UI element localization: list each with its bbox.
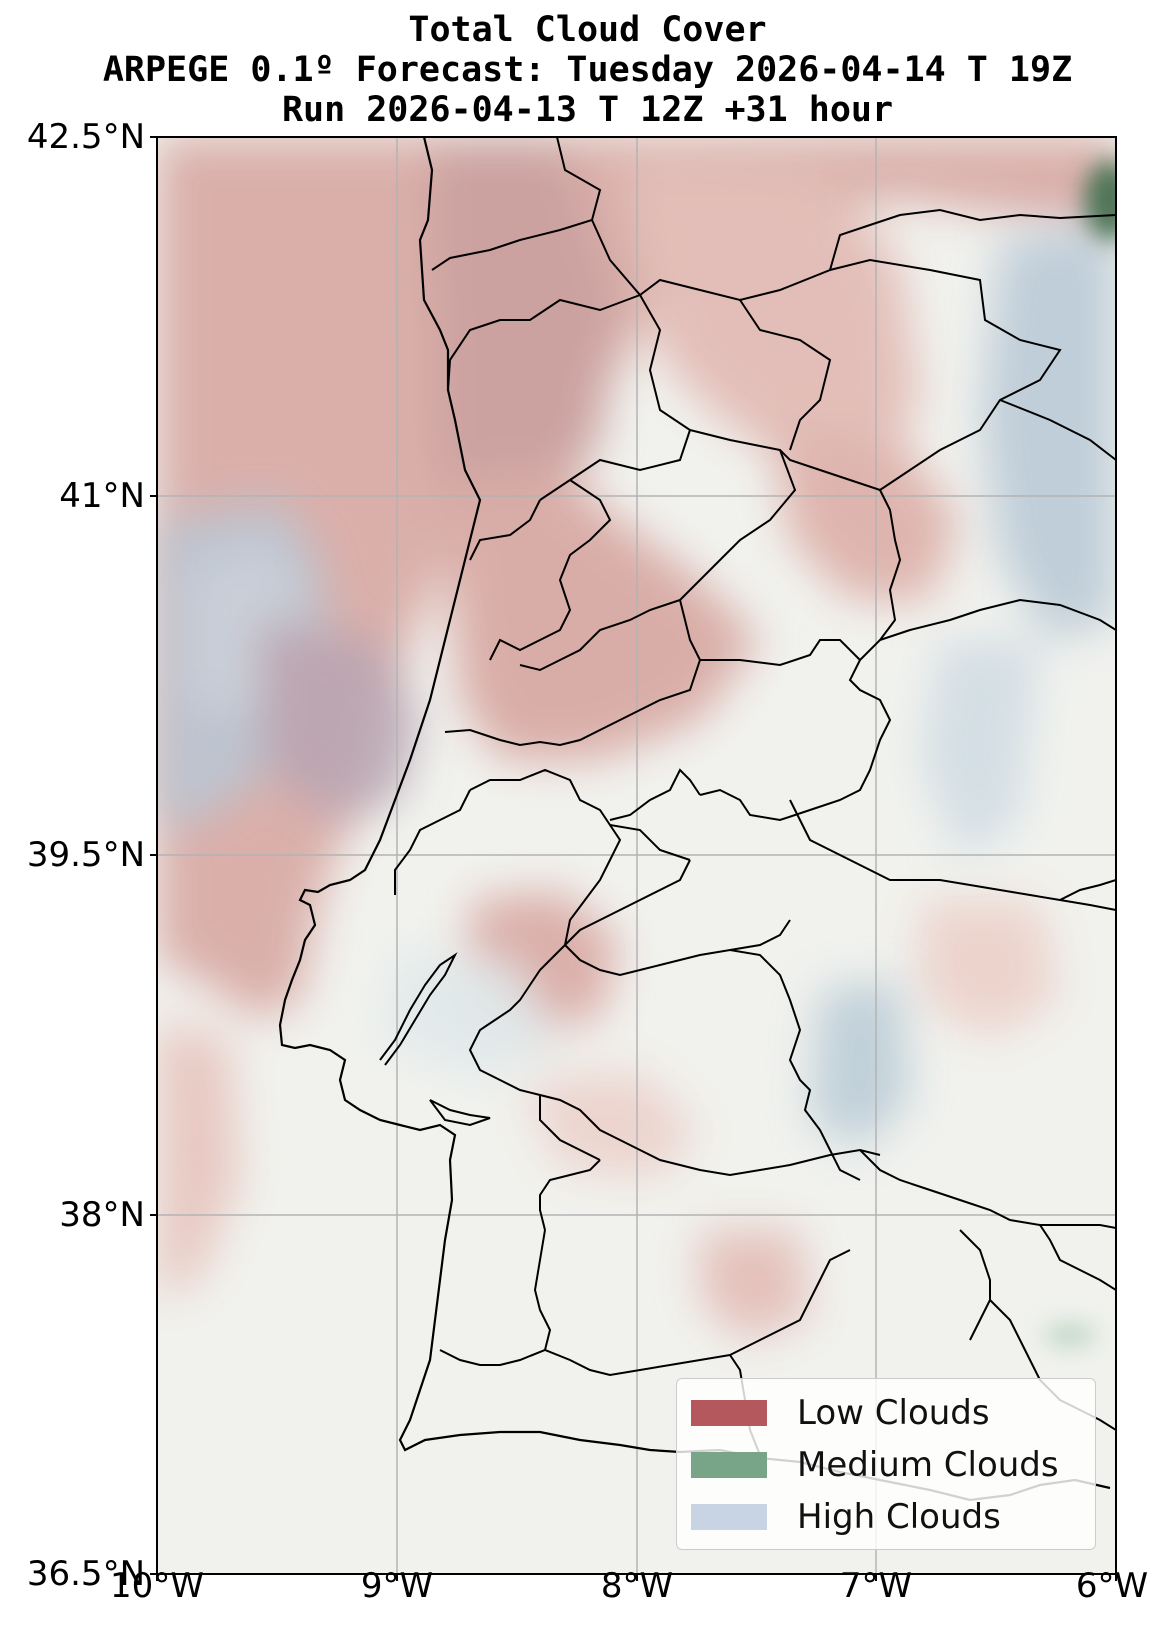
chart-subtitle-run: Run 2026-04-13 T 12Z +31 hour [281,90,894,130]
lat-tick-label: 38°N [59,1195,145,1235]
medium-cloud-field [1044,160,1116,1345]
sado-estuary [429,1099,491,1127]
grid-lines [157,137,1116,1574]
coastline [278,137,1111,1502]
legend-item-high-clouds: High Clouds [691,1497,1001,1537]
lat-tick-label: 41°N [59,476,145,516]
legend-label: Medium Clouds [797,1445,1059,1485]
lon-tick-label: 9°W [360,1566,434,1606]
legend-swatch [691,1400,767,1426]
lon-tick-label: 6°W [1075,1566,1149,1606]
lat-tick-label: 39.5°N [26,835,145,875]
lon-tick-label: 7°W [839,1566,913,1606]
legend-item-medium-clouds: Medium Clouds [691,1445,1059,1485]
legend-item-low-clouds: Low Clouds [691,1393,990,1433]
legend: Low Clouds Medium Clouds High Clouds [676,1378,1096,1550]
high-cloud-field [157,220,1116,1150]
lon-tick-label: 8°W [600,1566,674,1606]
tick-marks [150,136,1117,1581]
legend-label: High Clouds [797,1497,1001,1537]
legend-swatch [691,1504,767,1530]
lon-tick-label: 10°W [110,1566,204,1606]
chart-title: Total Cloud Cover [408,10,767,50]
tagus-estuary [379,952,458,1066]
lat-tick-label: 42.5°N [26,117,145,157]
legend-swatch [691,1452,767,1478]
lat-tick-label: 36.5°N [26,1554,145,1594]
chart-subtitle-forecast: ARPEGE 0.1º Forecast: Tuesday 2026-04-14… [102,50,1073,90]
legend-label: Low Clouds [797,1393,990,1433]
